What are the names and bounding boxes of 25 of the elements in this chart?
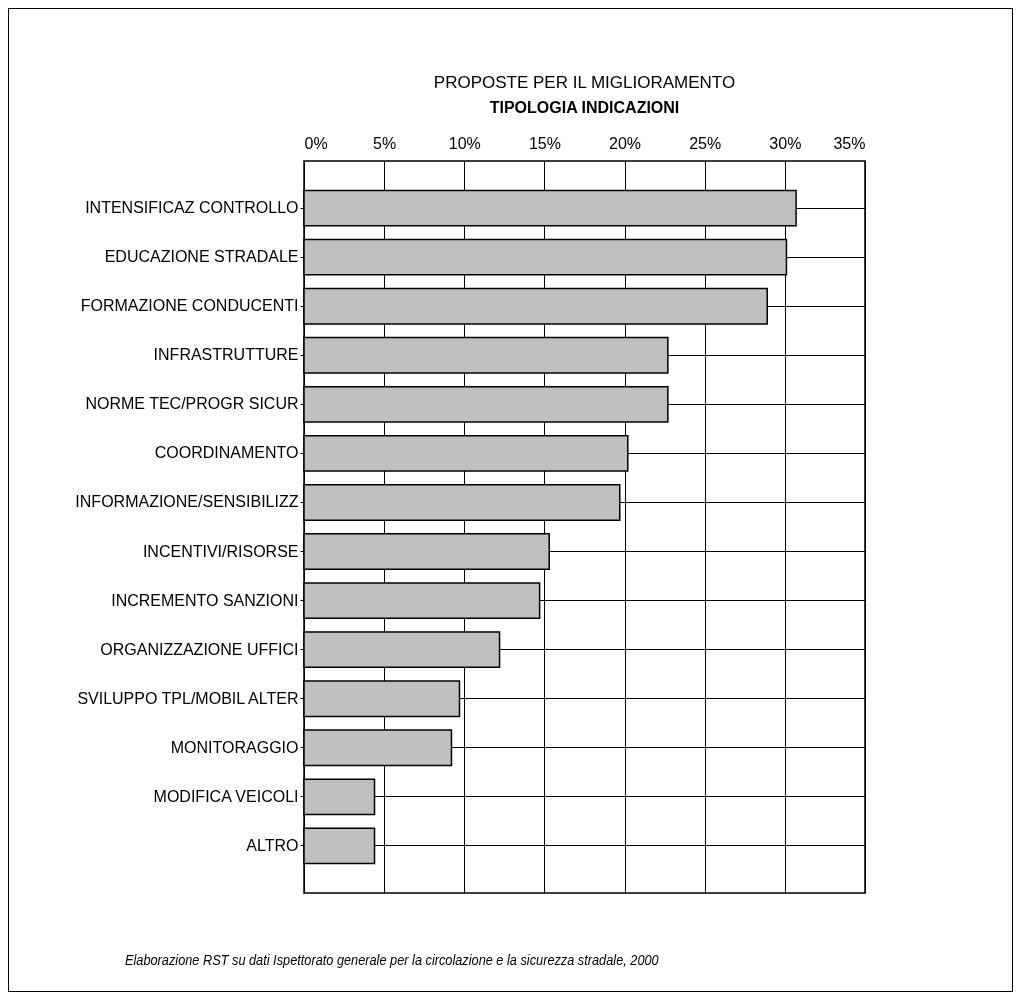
y-tick-label: INCENTIVI/RISORSE [142, 542, 299, 560]
y-tick-label: ORGANIZZAZIONE UFFICI [100, 640, 299, 658]
y-tick-label: INCREMENTO SANZIONI [111, 591, 299, 609]
x-tick-label: 15% [528, 134, 561, 152]
y-tick-label: NORME TEC/PROGR SICUR [85, 395, 299, 413]
y-tick-label: INFORMAZIONE/SENSIBILIZZ [75, 493, 299, 511]
x-tick-label: 25% [689, 134, 722, 152]
y-tick-label: MONITORAGGIO [170, 738, 299, 756]
y-tick-label: INFRASTRUTTURE [153, 346, 299, 364]
text: Elaborazione RST su dati Ispettorato generale per la circolazione e la sicurezza stradale, 2000 [125, 951, 659, 968]
y-tick-label: SVILUPPO TPL/MOBIL ALTER [77, 689, 299, 707]
x-tick-label: 30% [769, 134, 802, 152]
x-tick-label: 35% [833, 134, 866, 152]
chart-subtitle: TIPOLOGIA INDICAZIONI [489, 99, 680, 116]
x-tick-label: 5% [373, 134, 397, 152]
x-tick-label: 10% [448, 134, 481, 152]
y-tick-label: INTENSIFICAZ CONTROLLO [85, 199, 299, 217]
y-tick-label: MODIFICA VEICOLI [153, 787, 299, 805]
y-tick-label: FORMAZIONE CONDUCENTI [80, 297, 299, 315]
x-tick-label: 0% [304, 134, 328, 152]
y-tick-label: COORDINAMENTO [154, 444, 299, 462]
chart-title: PROPOSTE PER IL MIGLIORAMENTO [433, 73, 736, 92]
y-tick-label: EDUCAZIONE STRADALE [104, 248, 299, 266]
x-tick-label: 20% [609, 134, 642, 152]
y-tick-label: ALTRO [246, 836, 299, 854]
